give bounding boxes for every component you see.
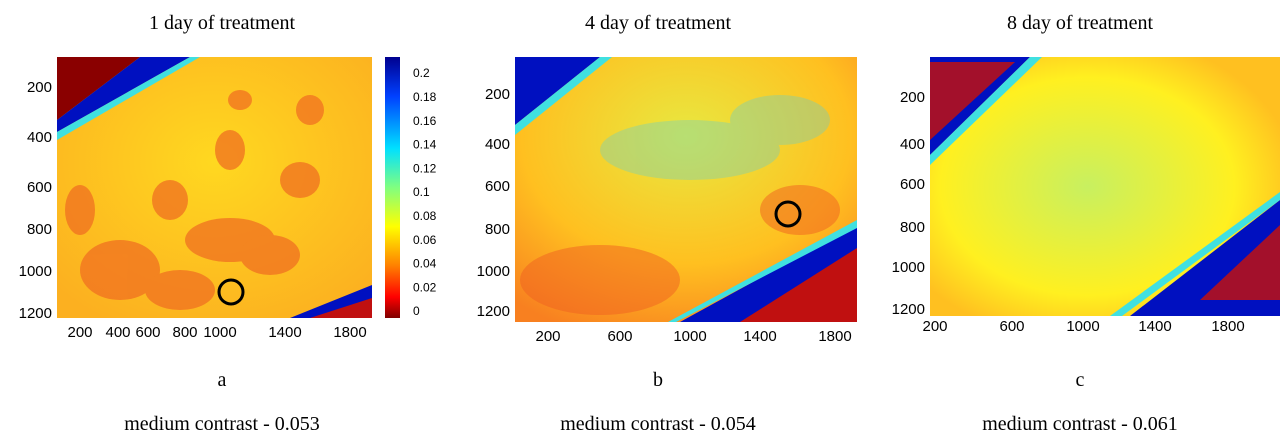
heatmap-c xyxy=(930,57,1280,316)
y-tick-label: 200 xyxy=(485,86,510,103)
colorbar-tick-label: 0.1 xyxy=(413,185,430,199)
y-tick-label: 200 xyxy=(27,79,52,96)
x-tick-label: 800 xyxy=(172,324,197,341)
x-tick-label: 1400 xyxy=(743,328,776,345)
heatmap-b xyxy=(515,57,857,322)
panel-label: a xyxy=(218,369,227,391)
colorbar-tick-label: 0.02 xyxy=(413,280,437,294)
panel-title: 4 day of treatment xyxy=(585,12,731,34)
y-tick-label: 400 xyxy=(485,136,510,153)
x-tick-label: 1000 xyxy=(203,324,236,341)
colorbar xyxy=(385,57,400,318)
colorbar-tick-label: 0.18 xyxy=(413,90,437,104)
colorbar-tick-label: 0.04 xyxy=(413,257,437,271)
panel-caption: medium contrast - 0.053 xyxy=(124,413,320,435)
x-tick-label: 200 xyxy=(535,328,560,345)
y-tick-label: 400 xyxy=(27,129,52,146)
colorbar-tick-label: 0.06 xyxy=(413,233,437,247)
y-tick-label: 400 xyxy=(900,136,925,153)
colorbar-tick-label: 0.12 xyxy=(413,161,437,175)
y-tick-label: 1200 xyxy=(892,301,925,318)
colorbar-tick-label: 0.14 xyxy=(413,138,437,152)
y-tick-label: 600 xyxy=(485,178,510,195)
y-tick-label: 800 xyxy=(900,219,925,236)
x-tick-label: 600 xyxy=(135,324,160,341)
y-tick-label: 600 xyxy=(900,176,925,193)
panel-title: 8 day of treatment xyxy=(1007,12,1153,34)
panel-caption: medium contrast - 0.061 xyxy=(982,413,1178,435)
y-tick-label: 1200 xyxy=(19,305,52,322)
x-tick-label: 600 xyxy=(607,328,632,345)
y-tick-label: 1000 xyxy=(19,263,52,280)
x-tick-label: 1800 xyxy=(818,328,851,345)
y-tick-label: 800 xyxy=(27,221,52,238)
x-tick-label: 600 xyxy=(999,318,1024,335)
colorbar-tick-label: 0 xyxy=(413,304,420,318)
panel-label: c xyxy=(1076,369,1085,391)
colorbar-tick-label: 0.08 xyxy=(413,209,437,223)
panel-caption: medium contrast - 0.054 xyxy=(560,413,756,435)
y-tick-label: 600 xyxy=(27,179,52,196)
colorbar-tick-label: 0.16 xyxy=(413,114,437,128)
x-tick-label: 1800 xyxy=(333,324,366,341)
y-tick-label: 200 xyxy=(900,89,925,106)
y-tick-label: 1000 xyxy=(892,259,925,276)
y-tick-label: 1000 xyxy=(477,263,510,280)
x-tick-label: 1000 xyxy=(1066,318,1099,335)
y-tick-label: 1200 xyxy=(477,303,510,320)
panel-title: 1 day of treatment xyxy=(149,12,295,34)
colorbar-tick-label: 0.2 xyxy=(413,66,430,80)
panel-label: b xyxy=(653,369,663,391)
x-tick-label: 200 xyxy=(922,318,947,335)
y-tick-label: 800 xyxy=(485,221,510,238)
x-tick-label: 400 xyxy=(105,324,130,341)
x-tick-label: 200 xyxy=(67,324,92,341)
x-tick-label: 1000 xyxy=(673,328,706,345)
x-tick-label: 1800 xyxy=(1211,318,1244,335)
x-tick-label: 1400 xyxy=(268,324,301,341)
x-tick-label: 1400 xyxy=(1138,318,1171,335)
heatmap-a xyxy=(57,57,372,318)
